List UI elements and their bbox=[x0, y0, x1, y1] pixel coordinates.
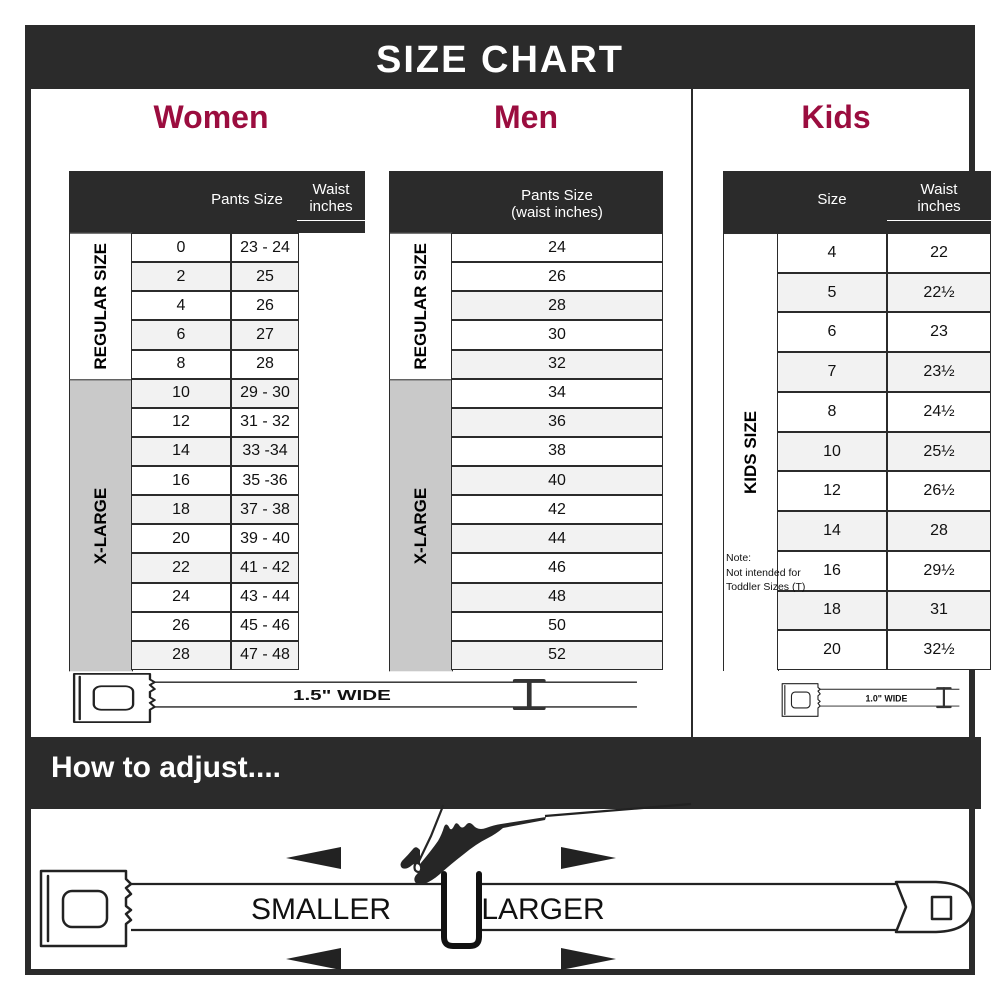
svg-text:1.5" WIDE: 1.5" WIDE bbox=[293, 687, 391, 704]
svg-text:1.0" WIDE: 1.0" WIDE bbox=[865, 693, 907, 703]
svg-text:LARGER: LARGER bbox=[481, 893, 604, 926]
svg-text:SMALLER: SMALLER bbox=[251, 893, 391, 926]
